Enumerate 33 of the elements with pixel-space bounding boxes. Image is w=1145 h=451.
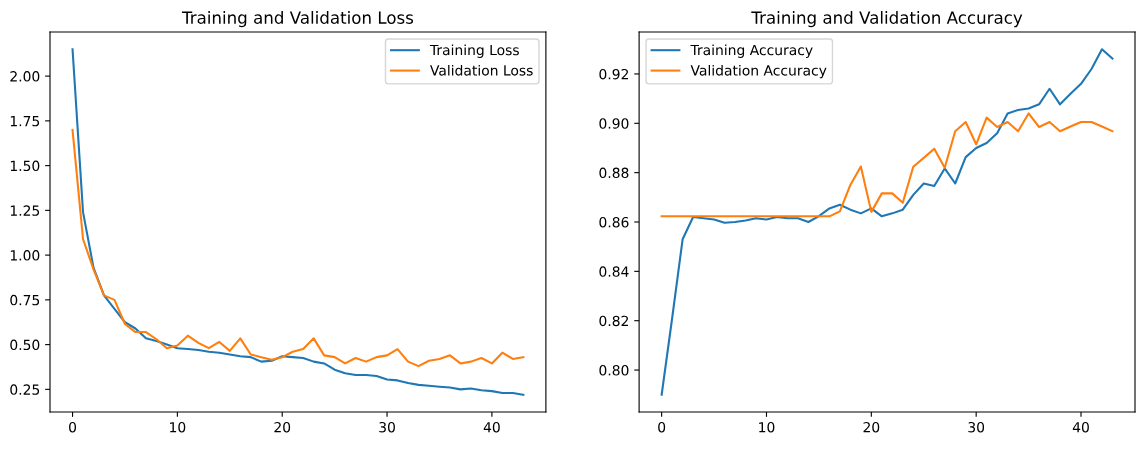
y-tick-label: 0.88	[599, 167, 629, 179]
x-tick-label: 40	[483, 421, 500, 433]
y-tick-label: 0.75	[10, 294, 40, 306]
y-tick-label: 0.90	[599, 118, 629, 129]
x-tick-label: 20	[863, 421, 880, 433]
x-tick-label: 0	[69, 421, 77, 433]
y-tick-label: 1.25	[10, 205, 40, 216]
x-tick-label: 10	[170, 421, 186, 433]
y-tick-label: 0.80	[599, 365, 629, 376]
line-series	[660, 112, 1114, 218]
x-tick-label: 30	[968, 421, 985, 433]
x-tick-label: 20	[274, 421, 291, 433]
y-tick-label: 2.00	[10, 71, 40, 82]
y-tick-label: 1.00	[10, 250, 40, 261]
chart-title: Training and Validation Accuracy	[751, 11, 1023, 28]
x-tick-label: 10	[759, 421, 775, 433]
legend-label: Validation Accuracy	[690, 64, 827, 79]
y-tick-label: 0.86	[599, 216, 629, 228]
chart-title: Training and Validation Loss	[181, 11, 414, 28]
x-tick-label: 0	[658, 421, 666, 433]
x-tick-label: 30	[379, 421, 395, 433]
legend-label: Training Accuracy	[690, 44, 813, 58]
y-tick-label: 0.82	[599, 315, 628, 327]
legend-label: Training Loss	[429, 44, 519, 58]
legend-label: Validation Loss	[430, 64, 533, 76]
y-tick-label: 0.50	[10, 339, 40, 351]
x-tick-label: 40	[1072, 421, 1089, 433]
y-tick-label: 0.84	[599, 266, 629, 277]
y-tick-label: 1.50	[10, 160, 40, 172]
y-tick-label: 1.75	[10, 116, 40, 127]
y-tick-label: 0.92	[599, 68, 628, 80]
line-series	[71, 128, 525, 368]
y-tick-label: 0.25	[10, 384, 40, 395]
